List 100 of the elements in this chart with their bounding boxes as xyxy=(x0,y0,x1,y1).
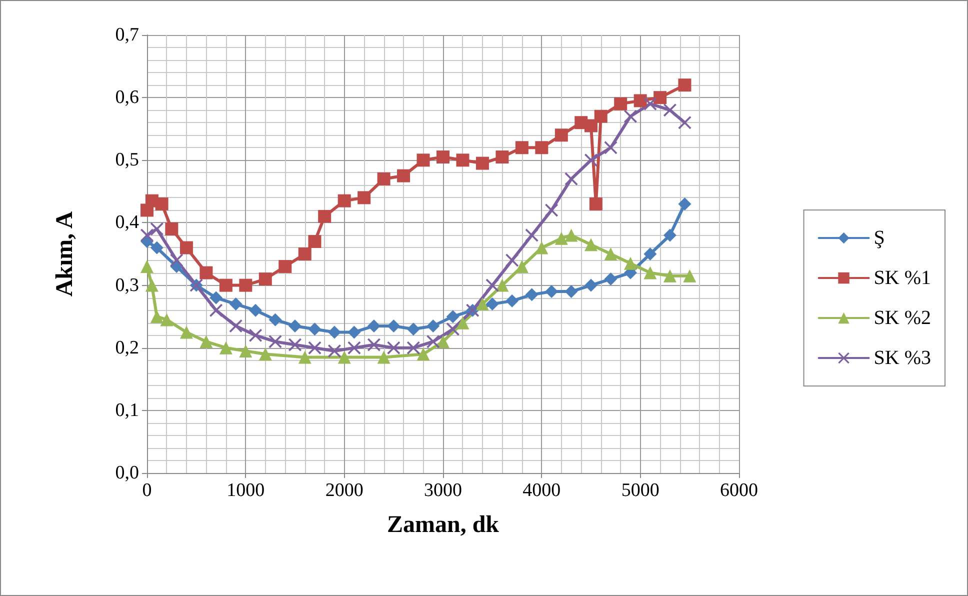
point xyxy=(589,197,602,210)
point xyxy=(180,241,193,254)
point xyxy=(348,326,361,339)
point xyxy=(634,94,647,108)
point xyxy=(564,228,578,242)
point xyxy=(476,298,489,311)
point xyxy=(165,222,178,236)
point xyxy=(377,350,390,364)
point xyxy=(249,304,262,317)
point xyxy=(328,344,341,358)
point xyxy=(150,241,164,254)
y-axis-title: Akım, A xyxy=(52,210,78,297)
x-tick-label: 6000 xyxy=(720,480,758,501)
y-tick-label: 0,4 xyxy=(115,212,140,234)
point xyxy=(200,335,213,348)
x-tick-label: 1000 xyxy=(226,480,265,501)
point xyxy=(683,269,696,282)
point xyxy=(239,344,252,358)
point xyxy=(644,248,657,260)
point xyxy=(298,248,312,260)
point xyxy=(258,348,272,361)
point xyxy=(426,335,440,348)
point xyxy=(145,278,158,292)
point xyxy=(624,110,637,123)
point xyxy=(456,316,470,330)
point xyxy=(258,272,272,286)
y-tick-label: 0,7 xyxy=(115,24,139,46)
point xyxy=(239,278,252,292)
point xyxy=(268,313,282,326)
point xyxy=(416,348,430,361)
y-tick-label: 0,6 xyxy=(115,87,139,108)
point xyxy=(446,322,460,336)
point xyxy=(456,154,470,167)
point xyxy=(496,278,509,292)
x-axis-title: Zaman, dk xyxy=(386,512,500,538)
point xyxy=(584,278,598,292)
point xyxy=(278,260,292,274)
point xyxy=(308,341,322,354)
point xyxy=(614,97,628,110)
point xyxy=(535,241,548,254)
y-tick-label: 0,0 xyxy=(115,462,139,484)
point xyxy=(678,116,692,130)
point xyxy=(155,197,168,210)
point xyxy=(367,319,380,332)
point xyxy=(663,269,676,282)
point xyxy=(604,141,618,154)
point xyxy=(367,338,380,352)
point xyxy=(268,335,282,348)
x-tick-label: 2000 xyxy=(325,480,364,501)
point xyxy=(298,350,312,364)
point xyxy=(348,341,361,354)
point xyxy=(160,313,174,326)
point xyxy=(486,298,499,311)
point xyxy=(328,326,341,339)
point xyxy=(525,288,538,302)
point xyxy=(140,260,154,274)
legend-label: SK %2 xyxy=(874,307,932,329)
point xyxy=(584,238,598,252)
point xyxy=(436,150,450,164)
point xyxy=(308,322,322,336)
point xyxy=(564,172,578,186)
point xyxy=(387,341,400,354)
point xyxy=(584,119,598,132)
point xyxy=(200,266,213,280)
point xyxy=(219,341,232,354)
point xyxy=(584,154,598,167)
point xyxy=(554,232,568,245)
y-tick-label: 0,3 xyxy=(115,274,139,296)
point xyxy=(288,338,302,352)
point xyxy=(377,172,390,186)
point xyxy=(288,319,302,332)
point xyxy=(535,141,548,154)
point xyxy=(506,254,519,267)
point xyxy=(180,326,193,339)
point xyxy=(496,150,509,164)
point xyxy=(150,310,164,324)
point xyxy=(515,260,528,274)
point xyxy=(604,248,618,260)
point xyxy=(678,78,692,92)
y-tick-label: 0,1 xyxy=(115,400,139,421)
point xyxy=(515,141,528,154)
point xyxy=(545,204,558,217)
point xyxy=(663,104,676,117)
point xyxy=(219,278,232,292)
point xyxy=(486,278,499,292)
point xyxy=(644,97,657,110)
point xyxy=(436,335,450,348)
point xyxy=(406,341,420,354)
point xyxy=(406,322,420,336)
point xyxy=(229,298,242,311)
point xyxy=(678,197,692,210)
point xyxy=(426,319,440,332)
point xyxy=(654,91,667,104)
point xyxy=(554,128,568,142)
x-tick-label: 4000 xyxy=(522,480,561,501)
point xyxy=(644,266,657,280)
point xyxy=(604,272,618,286)
point xyxy=(210,291,223,304)
legend-label: SK %3 xyxy=(874,347,932,369)
point xyxy=(564,285,578,298)
